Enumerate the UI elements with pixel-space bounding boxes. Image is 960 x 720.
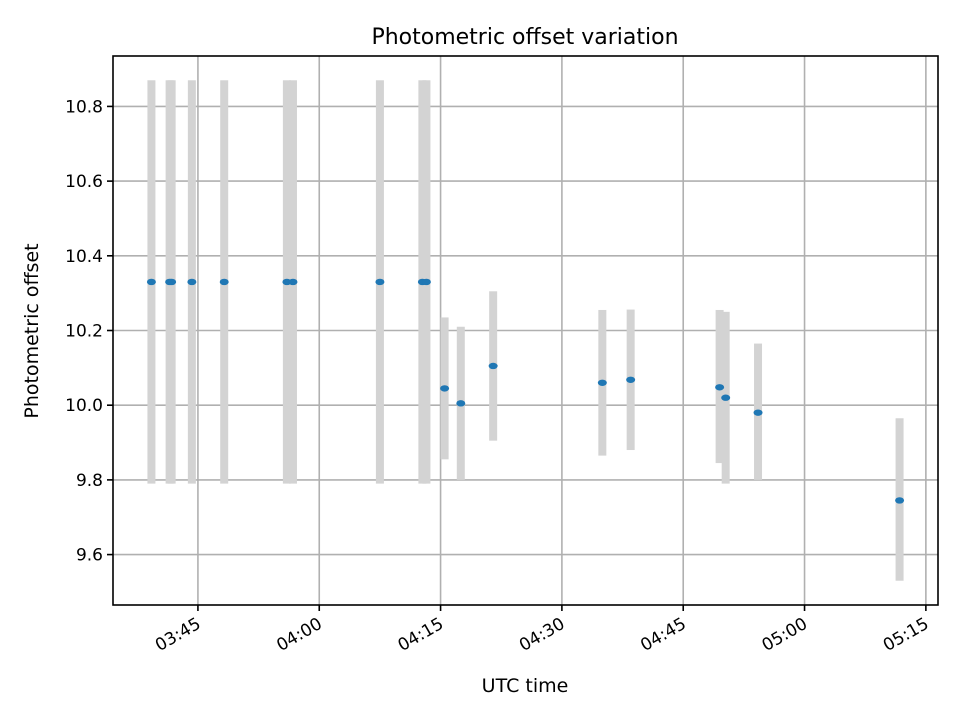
grid-layer: [113, 56, 938, 605]
x-tick-label: 04:45: [637, 614, 689, 656]
data-point-layer: [146, 278, 905, 504]
data-point: [456, 400, 466, 407]
data-point: [597, 379, 607, 386]
y-axis-ticks: 9.6 9.8 10.0 10.2 10.4 10.6 10.8: [65, 97, 113, 566]
y-tick-label: 10.2: [65, 322, 103, 342]
y-tick-label: 10.4: [65, 247, 103, 267]
x-tick-label: 03:45: [152, 614, 204, 656]
data-point: [895, 497, 905, 504]
y-tick-label: 9.8: [76, 471, 103, 491]
x-axis-label: UTC time: [482, 675, 569, 697]
data-point: [146, 278, 156, 286]
data-point: [167, 278, 177, 286]
data-point: [187, 278, 197, 286]
y-tick-label: 10.6: [65, 172, 103, 192]
y-tick-label: 9.6: [76, 546, 103, 566]
x-axis-ticks: 03:45 04:00 04:15 04:30 04:45 05:00 05:15: [152, 605, 932, 656]
y-axis-label: Photometric offset: [21, 243, 43, 418]
data-point: [288, 278, 298, 286]
data-point: [421, 278, 431, 286]
data-point: [488, 362, 498, 370]
data-point: [440, 385, 450, 392]
data-point: [715, 384, 725, 391]
x-tick-label: 05:15: [880, 614, 932, 656]
data-point: [626, 376, 636, 383]
y-tick-label: 10.8: [65, 97, 103, 117]
y-tick-label: 10.0: [65, 396, 103, 416]
data-point: [219, 278, 229, 286]
x-tick-label: 04:00: [273, 614, 325, 656]
data-point: [721, 394, 731, 401]
x-tick-label: 04:15: [395, 614, 447, 656]
data-point: [753, 409, 763, 416]
x-tick-label: 05:00: [759, 614, 811, 656]
chart-title: Photometric offset variation: [371, 25, 678, 50]
x-tick-label: 04:30: [516, 614, 568, 656]
data-point: [375, 278, 385, 286]
